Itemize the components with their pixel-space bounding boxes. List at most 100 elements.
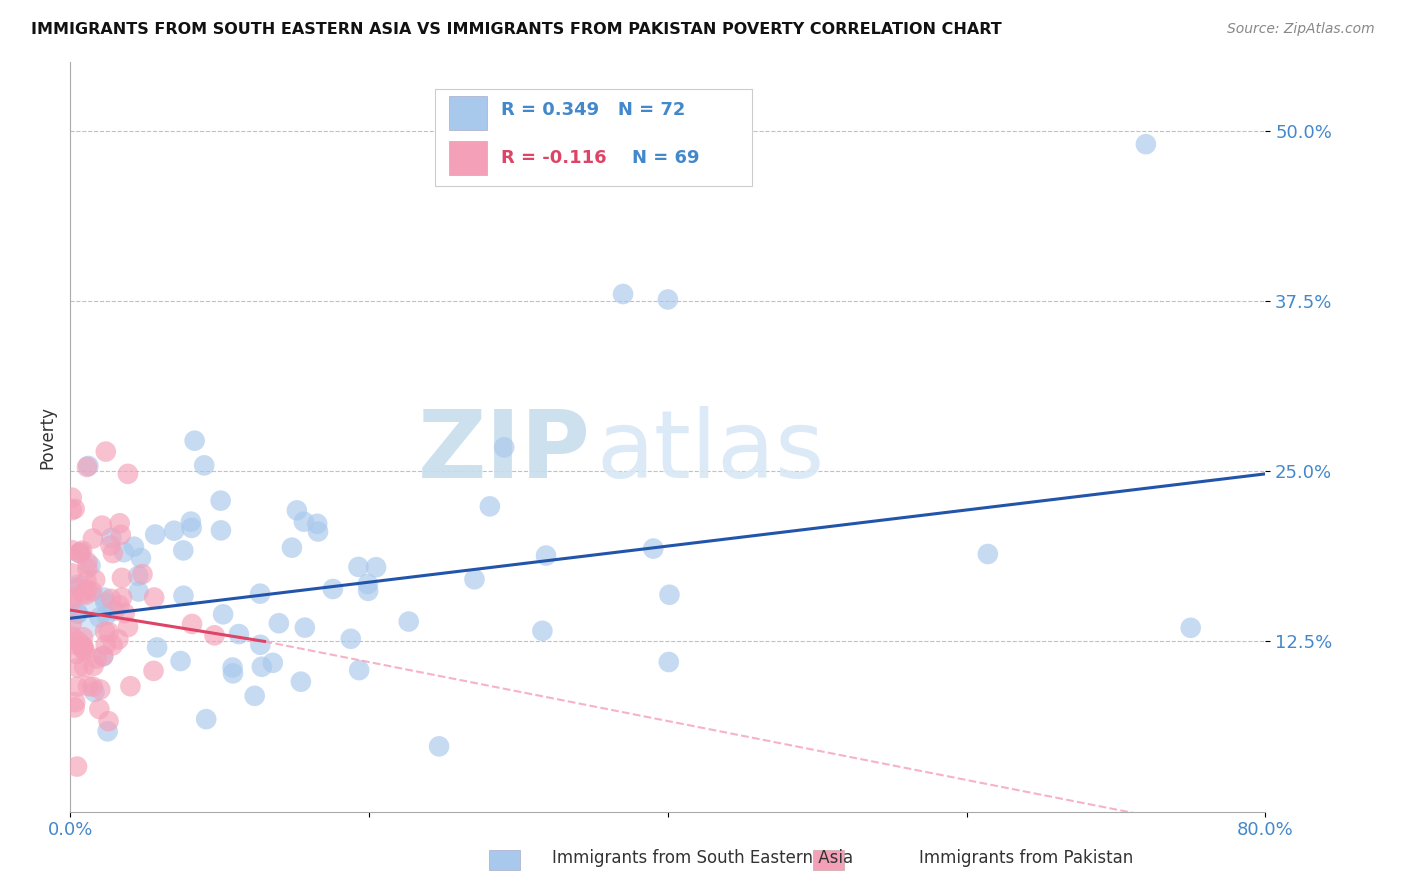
Point [180,515,202,529]
Point [222,666,245,681]
Point [108,516,131,531]
Point [531,624,554,638]
FancyBboxPatch shape [449,96,488,130]
Point [494,440,516,454]
Point [111,571,134,585]
Point [60,630,83,644]
Text: N = 69: N = 69 [633,149,700,167]
Point [60,590,83,604]
Point [76,582,98,597]
Point [66,680,89,694]
Y-axis label: Poverty: Poverty [38,406,56,468]
Point [83,659,105,673]
Point [76,459,98,474]
Point [285,503,308,517]
Point [60,543,83,558]
Point [100,591,122,606]
FancyBboxPatch shape [449,141,488,175]
Point [290,674,312,689]
Point [67,634,90,648]
Point [127,584,149,599]
Point [357,577,380,591]
Point [181,617,204,632]
Point [262,656,284,670]
Point [117,620,139,634]
Point [534,549,557,563]
Point [60,503,83,517]
Point [658,655,681,669]
Point [101,638,124,652]
Point [76,555,98,569]
Point [77,458,100,473]
Text: Source: ZipAtlas.com: Source: ZipAtlas.com [1227,22,1375,37]
Point [66,578,89,592]
Point [67,581,90,595]
Point [73,660,96,674]
Text: atlas: atlas [596,406,824,498]
Point [146,640,169,655]
Point [143,591,166,605]
Point [322,582,344,596]
Point [658,588,681,602]
Point [94,638,117,652]
Point [60,566,83,581]
Text: R = -0.116: R = -0.116 [501,149,619,167]
Point [104,604,127,618]
Point [228,627,250,641]
Point [93,591,115,605]
Point [427,739,450,754]
Point [249,587,271,601]
Point [101,546,124,560]
Point [1135,137,1157,152]
Point [75,574,97,588]
Point [67,661,90,675]
Point [66,607,89,621]
Point [243,689,266,703]
Point [209,493,232,508]
Point [70,543,93,558]
Point [94,596,117,610]
Point [120,679,142,693]
Text: R = 0.349   N = 72: R = 0.349 N = 72 [501,101,685,119]
Point [97,625,120,640]
Point [60,593,83,607]
Point [60,637,83,651]
Text: Immigrants from Pakistan: Immigrants from Pakistan [920,849,1133,867]
Point [108,599,131,613]
Point [73,643,96,657]
Point [307,524,329,539]
Point [657,293,679,307]
Point [69,546,91,560]
Point [82,680,104,694]
Text: Immigrants from South Eastern Asia: Immigrants from South Eastern Asia [553,849,853,867]
Point [347,663,370,677]
Point [478,500,501,514]
Point [80,584,103,599]
Point [114,606,136,620]
Point [169,654,191,668]
Point [1180,621,1202,635]
Point [91,518,114,533]
Point [100,531,122,545]
Point [60,616,83,631]
Point [82,532,104,546]
Point [97,724,120,739]
Point [110,528,132,542]
Point [100,539,122,553]
Point [72,586,94,600]
FancyBboxPatch shape [434,88,752,186]
Text: IMMIGRANTS FROM SOUTH EASTERN ASIA VS IMMIGRANTS FROM PAKISTAN POVERTY CORRELATI: IMMIGRANTS FROM SOUTH EASTERN ASIA VS IM… [31,22,1001,37]
Point [67,546,90,560]
Point [75,588,97,602]
Point [72,640,94,655]
Point [163,524,186,538]
Point [463,572,485,586]
Point [612,287,634,301]
Point [96,607,118,622]
Point [107,632,129,647]
Point [195,712,218,726]
Point [91,649,114,664]
Point [364,560,387,574]
Point [63,603,86,617]
Point [209,524,232,538]
